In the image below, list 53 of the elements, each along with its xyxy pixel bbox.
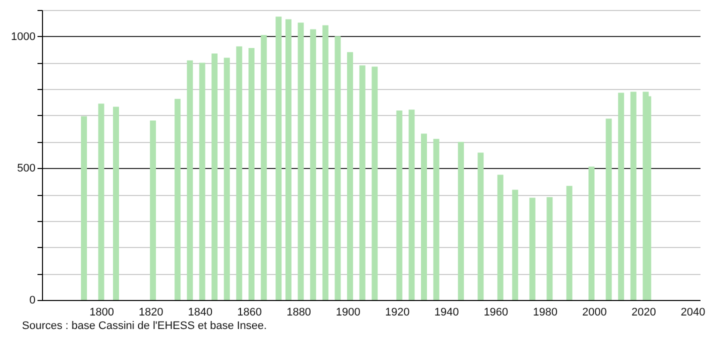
bar [80, 116, 87, 300]
x-tick-label: 1860 [237, 306, 262, 318]
y-tick-label: 500 [17, 162, 36, 175]
bar [310, 29, 316, 300]
bar [186, 60, 193, 300]
x-tick-label: 1980 [532, 306, 558, 318]
bar [606, 118, 612, 300]
y-tick-label: 1000 [11, 30, 36, 43]
bar [276, 16, 282, 300]
bar [630, 92, 636, 300]
bar [588, 166, 595, 300]
bar [285, 19, 292, 300]
bar [512, 190, 518, 300]
bar [112, 106, 119, 300]
bar [396, 110, 402, 300]
bar [150, 120, 156, 300]
bar [248, 48, 254, 300]
bar [260, 35, 267, 300]
bar [566, 186, 572, 300]
bar [372, 66, 378, 300]
bar [420, 134, 427, 300]
bar [174, 98, 181, 300]
x-tick-label: 1940 [434, 306, 459, 318]
bar [529, 198, 536, 300]
bar [408, 110, 415, 300]
bar [98, 104, 104, 300]
bar [298, 22, 304, 300]
bar [546, 197, 553, 300]
y-tick-label: 0 [29, 294, 36, 306]
x-tick-label: 1920 [385, 306, 410, 318]
bar [359, 65, 366, 300]
bar [334, 36, 341, 300]
x-tick-label: 1820 [138, 306, 164, 318]
x-tick-label: 2040 [680, 306, 706, 318]
x-tick-label: 1960 [484, 306, 508, 318]
x-tick-label: 1840 [188, 306, 213, 318]
bar [433, 138, 440, 300]
x-tick-label: 2000 [582, 306, 607, 318]
bar [322, 25, 328, 300]
x-tick-label: 1900 [336, 306, 360, 318]
bar [224, 58, 230, 300]
bar [458, 142, 464, 300]
bar [199, 62, 206, 300]
bar [212, 54, 218, 300]
bar [497, 174, 504, 300]
bar [478, 152, 484, 300]
x-tick-label: 1800 [89, 306, 114, 318]
x-tick-label: 2020 [632, 306, 656, 318]
bar [347, 52, 354, 300]
x-tick-label: 1880 [286, 306, 312, 318]
source-note: Sources : base Cassini de l'EHESS et base Insee. [22, 320, 267, 332]
bar [618, 92, 624, 300]
bar [236, 46, 242, 300]
